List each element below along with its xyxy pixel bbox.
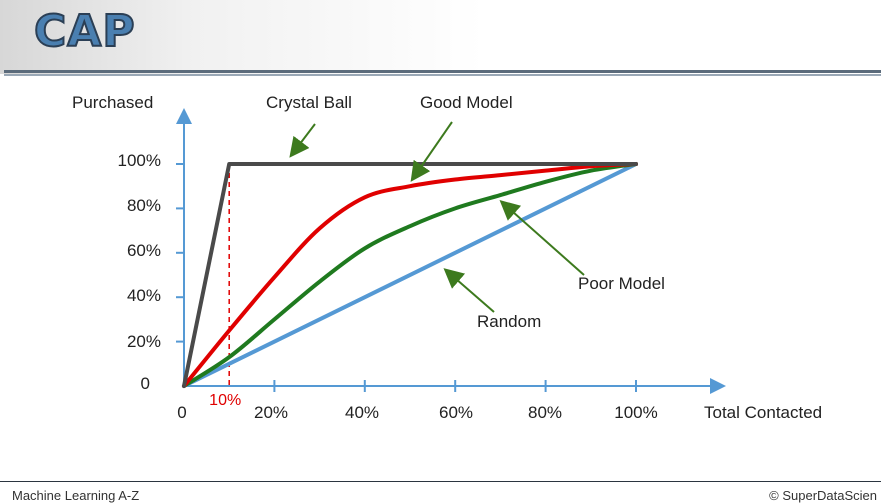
- x-tick-marks: [273, 380, 637, 392]
- slide-title: CAP: [33, 5, 136, 58]
- y-tick-label: 100%: [118, 151, 161, 170]
- good-model-annotation: Good Model: [420, 93, 513, 112]
- crystal-ball-annotation: Crystal Ball: [266, 93, 352, 112]
- x-tick-label: 100%: [614, 403, 657, 422]
- random-line: [182, 162, 638, 388]
- footer-divider: [0, 481, 881, 482]
- x-tick-label: 40%: [345, 403, 379, 422]
- crystal-ball-line: [182, 162, 638, 388]
- random-arrow: [443, 268, 495, 313]
- good-model-line: [182, 162, 638, 388]
- cap-chart: Purchased Total Contacted 0 20% 40% 60% …: [72, 93, 822, 422]
- y-tick-label: 0: [141, 374, 150, 393]
- footer-course-name: Machine Learning A-Z: [12, 488, 140, 503]
- y-tick-marks: [176, 163, 184, 343]
- poor-model-annotation: Poor Model: [578, 274, 665, 293]
- good-model-arrow: [410, 121, 453, 182]
- crystal-ball-arrow: [289, 123, 316, 158]
- y-tick-label: 40%: [127, 286, 161, 305]
- x-tick-label: 80%: [528, 403, 562, 422]
- x-tick-label: 20%: [254, 403, 288, 422]
- random-annotation: Random: [477, 312, 541, 331]
- y-axis-title: Purchased: [72, 93, 153, 112]
- header-band: [0, 0, 881, 74]
- ten-percent-marker-label: 10%: [209, 392, 241, 409]
- y-tick-label: 60%: [127, 241, 161, 260]
- y-tick-label: 20%: [127, 332, 161, 351]
- y-tick-label: 80%: [127, 196, 161, 215]
- x-axis-title: Total Contacted: [704, 403, 822, 422]
- x-tick-label: 60%: [439, 403, 473, 422]
- poor-model-arrow: [499, 200, 585, 276]
- header-divider: [4, 70, 881, 73]
- footer-copyright: © SuperDataScien: [769, 488, 877, 503]
- header-divider-light: [4, 74, 881, 76]
- x-tick-label: 0: [177, 403, 186, 422]
- poor-model-line: [182, 162, 638, 388]
